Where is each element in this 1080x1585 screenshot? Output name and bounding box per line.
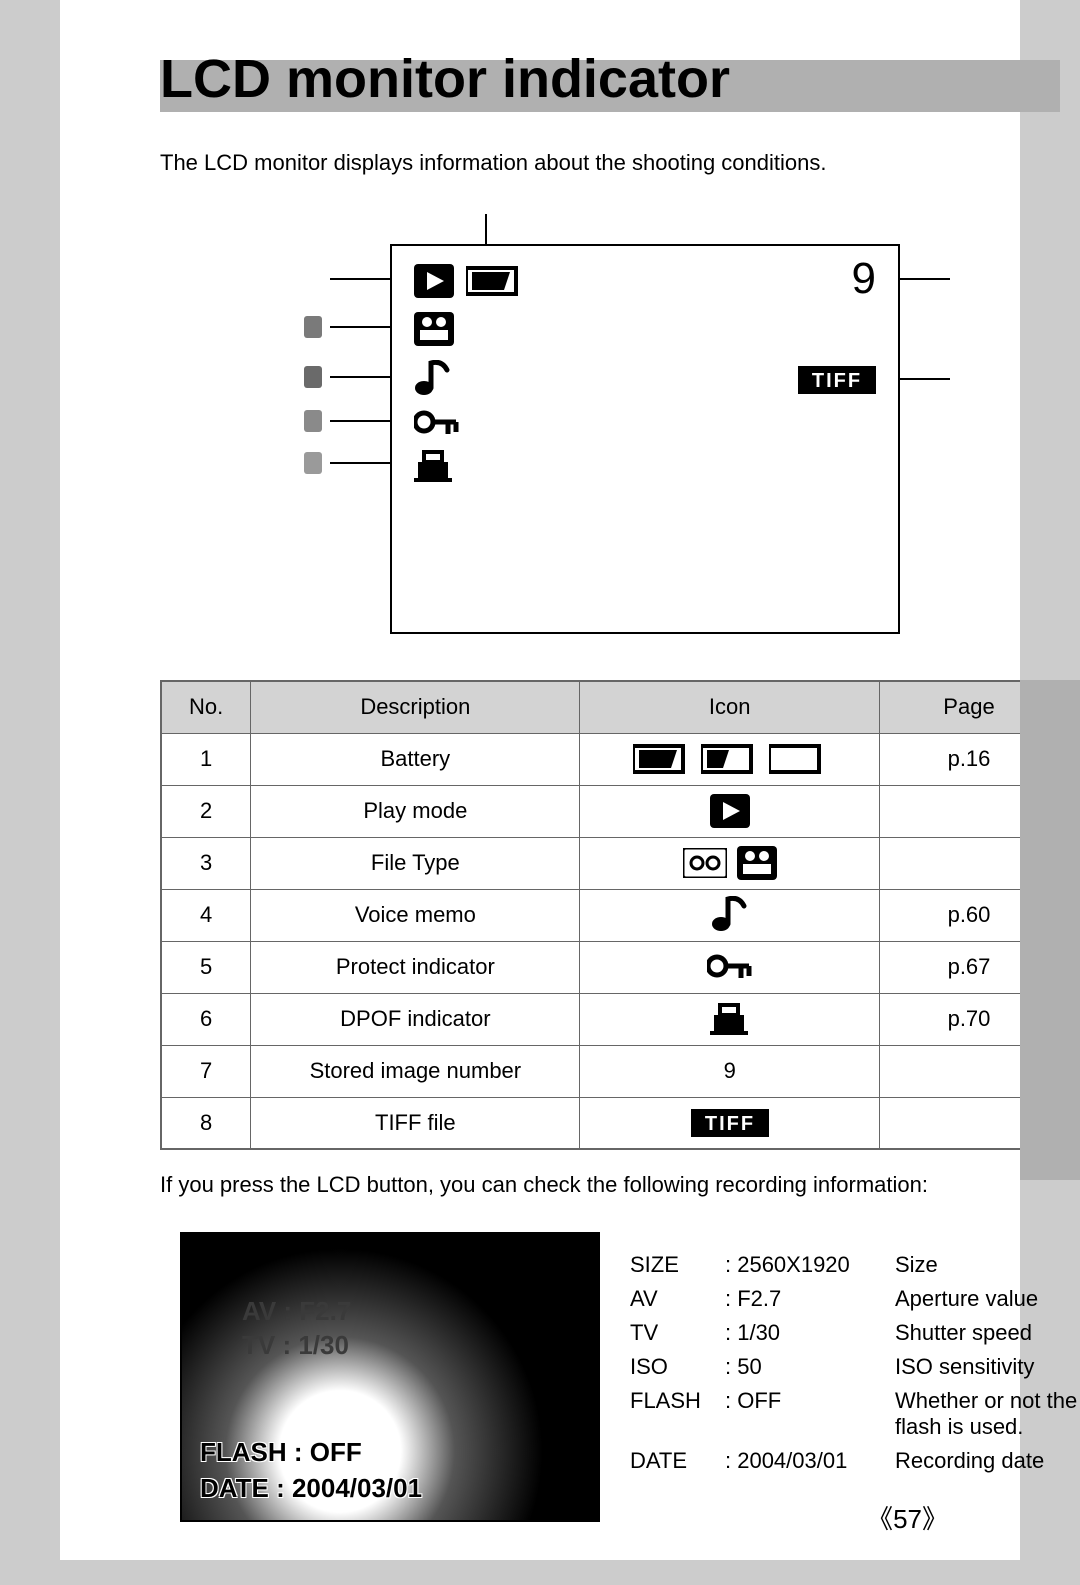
cell-desc: Stored image number	[251, 1045, 580, 1097]
spec-key: SIZE	[630, 1252, 725, 1278]
spec-value: : OFF	[725, 1388, 895, 1440]
spec-key: TV	[630, 1320, 725, 1346]
key-icon	[414, 408, 460, 438]
battery-icon	[466, 264, 524, 298]
recording-info-preview: AV : F2.7 TV : 1/30 FLASH : OFF DATE : 2…	[180, 1232, 600, 1522]
spec-value: : F2.7	[725, 1286, 895, 1312]
table-row: 7Stored image number9	[161, 1045, 1059, 1097]
spec-desc: ISO sensitivity	[895, 1354, 1080, 1380]
cell-icon	[580, 889, 880, 941]
spec-key: ISO	[630, 1354, 725, 1380]
cell-icon	[580, 1097, 880, 1149]
spec-row: FLASH: OFFWhether or not the flash is us…	[630, 1388, 1080, 1440]
overlay-flash: FLASH : OFF	[200, 1434, 422, 1470]
table-row: 2Play mode	[161, 785, 1059, 837]
cell-icon	[580, 785, 880, 837]
cell-no: 4	[161, 889, 251, 941]
spec-value: : 1/30	[725, 1320, 895, 1346]
cell-desc: DPOF indicator	[251, 993, 580, 1045]
cell-no: 6	[161, 993, 251, 1045]
table-header-row: No. Description Icon Page	[161, 681, 1059, 733]
stored-number: 9	[852, 254, 876, 304]
table-row: 4Voice memop.60	[161, 889, 1059, 941]
cell-no: 5	[161, 941, 251, 993]
movie-icon	[414, 312, 454, 346]
table-row: 3File Type	[161, 837, 1059, 889]
table-row: 1Batteryp.16	[161, 733, 1059, 785]
cell-icon	[580, 733, 880, 785]
cell-no: 3	[161, 837, 251, 889]
cell-desc: Protect indicator	[251, 941, 580, 993]
spec-value: : 50	[725, 1354, 895, 1380]
indicator-table: No. Description Icon Page 1Batteryp.162P…	[160, 680, 1060, 1150]
lcd-diagram: 9	[390, 244, 900, 634]
col-icon: Icon	[580, 681, 880, 733]
cell-icon	[580, 941, 880, 993]
title-bar: LCD monitor indicator	[160, 48, 1080, 118]
table-row: 6DPOF indicatorp.70	[161, 993, 1059, 1045]
intro-text: The LCD monitor displays information abo…	[160, 150, 826, 176]
page-title: LCD monitor indicator	[160, 48, 730, 110]
cell-desc: Battery	[251, 733, 580, 785]
thumb-tab	[1020, 680, 1080, 1180]
col-no: No.	[161, 681, 251, 733]
cell-no: 8	[161, 1097, 251, 1149]
cell-icon	[580, 993, 880, 1045]
cell-no: 7	[161, 1045, 251, 1097]
cell-desc: Play mode	[251, 785, 580, 837]
spec-value: : 2004/03/01	[725, 1448, 895, 1474]
note-icon	[414, 360, 452, 398]
spec-key: AV	[630, 1286, 725, 1312]
cell-desc: TIFF file	[251, 1097, 580, 1149]
cell-icon	[580, 837, 880, 889]
spec-desc: Whether or not the flash is used.	[895, 1388, 1080, 1440]
spec-desc: Size	[895, 1252, 1080, 1278]
spec-row: AV: F2.7Aperture value	[630, 1286, 1080, 1312]
cell-icon: 9	[580, 1045, 880, 1097]
tiff-icon	[798, 366, 876, 399]
overlay-date: DATE : 2004/03/01	[200, 1470, 422, 1506]
manual-page: LCD monitor indicator The LCD monitor di…	[60, 0, 1020, 1560]
overlay-av: AV : F2.7	[242, 1294, 351, 1328]
spec-row: ISO: 50ISO sensitivity	[630, 1354, 1080, 1380]
cell-desc: Voice memo	[251, 889, 580, 941]
spec-list: SIZE: 2560X1920Size AV: F2.7Aperture valu…	[630, 1252, 1080, 1482]
spec-key: FLASH	[630, 1388, 725, 1440]
cell-desc: File Type	[251, 837, 580, 889]
spec-desc: Aperture value	[895, 1286, 1080, 1312]
play-icon	[414, 264, 454, 298]
table-row: 5Protect indicatorp.67	[161, 941, 1059, 993]
dpof-icon	[414, 448, 454, 484]
spec-row: DATE: 2004/03/01Recording date	[630, 1448, 1080, 1474]
table-row: 8TIFF file	[161, 1097, 1059, 1149]
overlay-tv: TV : 1/30	[242, 1328, 351, 1362]
spec-value: : 2560X1920	[725, 1252, 895, 1278]
spec-row: SIZE: 2560X1920Size	[630, 1252, 1080, 1278]
col-desc: Description	[251, 681, 580, 733]
after-table-text: If you press the LCD button, you can che…	[160, 1172, 928, 1198]
spec-desc: Recording date	[895, 1448, 1080, 1474]
spec-key: DATE	[630, 1448, 725, 1474]
spec-row: TV: 1/30Shutter speed	[630, 1320, 1080, 1346]
cell-no: 1	[161, 733, 251, 785]
page-number: 《57》	[867, 1499, 948, 1536]
cell-no: 2	[161, 785, 251, 837]
spec-desc: Shutter speed	[895, 1320, 1080, 1346]
